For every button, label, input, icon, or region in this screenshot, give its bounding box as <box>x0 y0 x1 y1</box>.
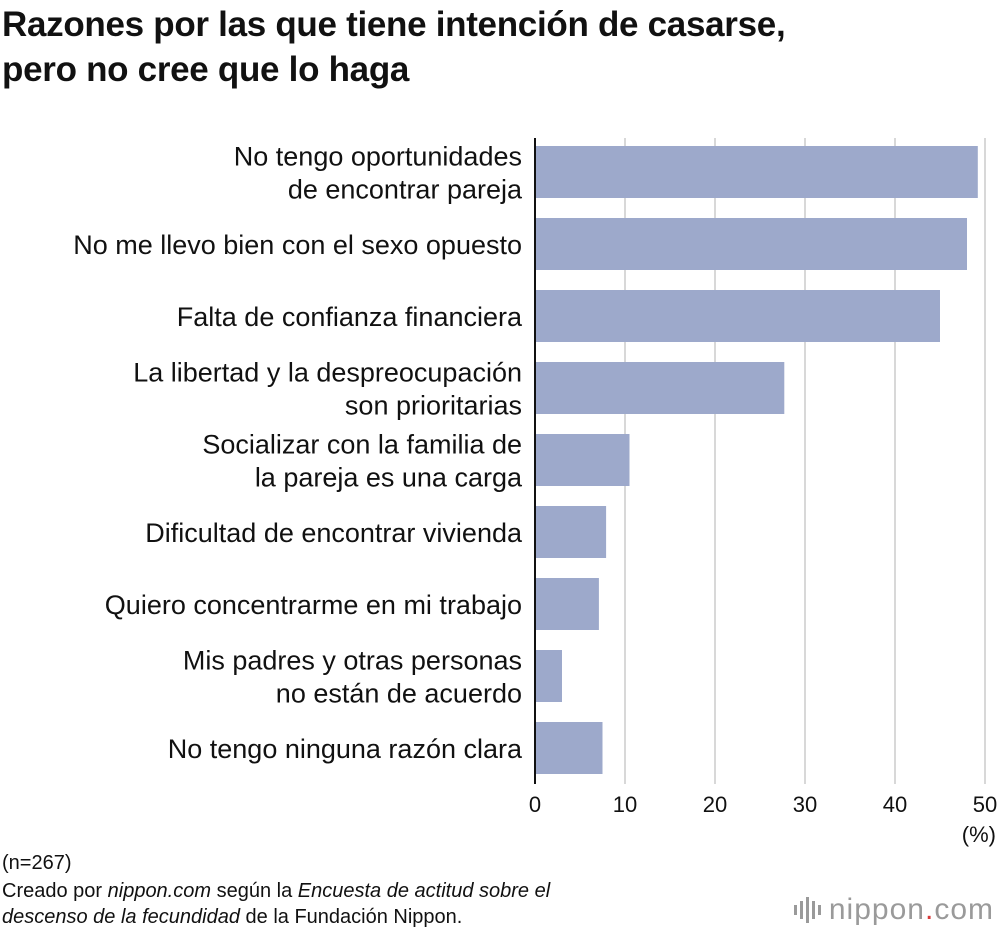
source-site: nippon.com <box>107 880 212 902</box>
category-label-3-line-1: son prioritarias <box>345 391 522 421</box>
source-survey-part-a: Encuesta de actitud sobre el <box>297 880 551 902</box>
category-label-3-line-0: La libertad y la despreocupación <box>133 358 522 388</box>
category-label-0-line-0: No tengo oportunidades <box>234 142 522 172</box>
bar-0 <box>535 146 978 198</box>
category-label-7-line-0: Mis padres y otras personas <box>183 646 522 676</box>
bar-4 <box>535 434 630 486</box>
category-label-1-line-0: No me llevo bien con el sexo opuesto <box>73 230 522 260</box>
category-label-0-line-1: de encontrar pareja <box>288 175 523 205</box>
source-suffix: de la Fundación Nippon. <box>239 906 463 928</box>
category-label-2-line-0: Falta de confianza financiera <box>177 302 523 332</box>
source-survey-part-b: descenso de la fecundidad <box>2 906 240 928</box>
bar-1 <box>535 218 967 270</box>
chart-title-line-1: Razones por las que tiene intención de c… <box>2 5 786 44</box>
category-label-4-line-0: Socializar con la familia de <box>202 430 522 460</box>
logo-bars-icon <box>793 897 821 923</box>
bar-5 <box>535 506 607 558</box>
category-label-4-line-1: la pareja es una carga <box>255 463 523 493</box>
x-unit-label: (%) <box>962 822 996 847</box>
category-label-7-line-1: no están de acuerdo <box>276 679 522 709</box>
source-mid: según la <box>211 880 298 902</box>
chart-title: Razones por las que tiene intención de c… <box>2 2 992 92</box>
logo-tld: com <box>934 893 994 926</box>
source-line-1: Creado por nippon.com según la Encuesta … <box>2 878 550 904</box>
bar-8 <box>535 722 603 774</box>
x-tick-label-4: 40 <box>883 792 907 817</box>
sample-size-note: (n=267) <box>2 852 72 874</box>
bar-7 <box>535 650 562 702</box>
bar-6 <box>535 578 599 630</box>
category-label-8-line-0: No tengo ninguna razón clara <box>168 734 523 764</box>
category-label-5-line-0: Dificultad de encontrar vivienda <box>145 518 523 548</box>
source-line-2: descenso de la fecundidad de la Fundació… <box>2 904 550 930</box>
logo-dot: . <box>924 893 935 926</box>
source-prefix: Creado por <box>2 880 108 902</box>
logo-name: nippon <box>828 893 925 926</box>
chart-title-line-2: pero no cree que lo haga <box>2 50 410 89</box>
bar-3 <box>535 362 785 414</box>
chart-footer: (n=267) Creado por nippon.com según la E… <box>2 852 550 930</box>
x-tick-label-3: 30 <box>793 792 817 817</box>
x-tick-label-0: 0 <box>529 792 541 817</box>
nippon-logo: nippon. com <box>793 893 994 927</box>
category-label-6-line-0: Quiero concentrarme en mi trabajo <box>105 590 522 620</box>
x-tick-label-5: 50 <box>973 792 997 817</box>
x-tick-label-2: 20 <box>703 792 727 817</box>
x-tick-label-1: 10 <box>613 792 637 817</box>
bar-2 <box>535 290 940 342</box>
